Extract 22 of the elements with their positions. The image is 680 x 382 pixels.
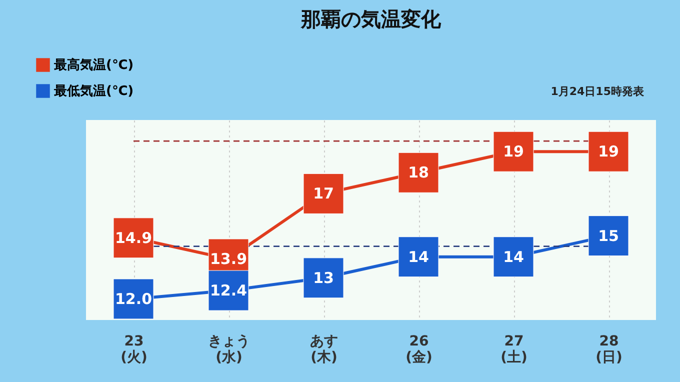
- chart-title: 那覇の気温変化: [300, 7, 442, 31]
- legend-label: 最低気温(℃): [53, 84, 134, 99]
- data-label: 19: [503, 142, 524, 161]
- x-tick-label: 26 (金): [406, 334, 432, 366]
- data-label: 19: [598, 142, 619, 161]
- data-label: 13: [313, 268, 334, 287]
- data-label: 14.9: [114, 228, 152, 247]
- data-label: 14: [408, 248, 429, 266]
- data-label: 12.0: [114, 290, 152, 308]
- legend-label: 最高気温(℃): [53, 57, 134, 73]
- data-label: 18: [408, 164, 429, 182]
- data-label: 17: [313, 184, 334, 203]
- data-label: 14: [503, 248, 524, 266]
- x-tick-label: 27 (土): [500, 334, 528, 366]
- x-tick-label: 23 (火): [120, 334, 148, 366]
- data-label: 15: [598, 226, 619, 245]
- x-tick-label: 28 (日): [596, 334, 622, 366]
- x-tick-label: あす (木): [310, 334, 338, 366]
- data-label: 13.9: [210, 250, 248, 268]
- data-label: 12.4: [210, 282, 248, 300]
- x-tick-label: きょう (水): [208, 334, 250, 366]
- text: 1月24日15時発表: [550, 84, 644, 99]
